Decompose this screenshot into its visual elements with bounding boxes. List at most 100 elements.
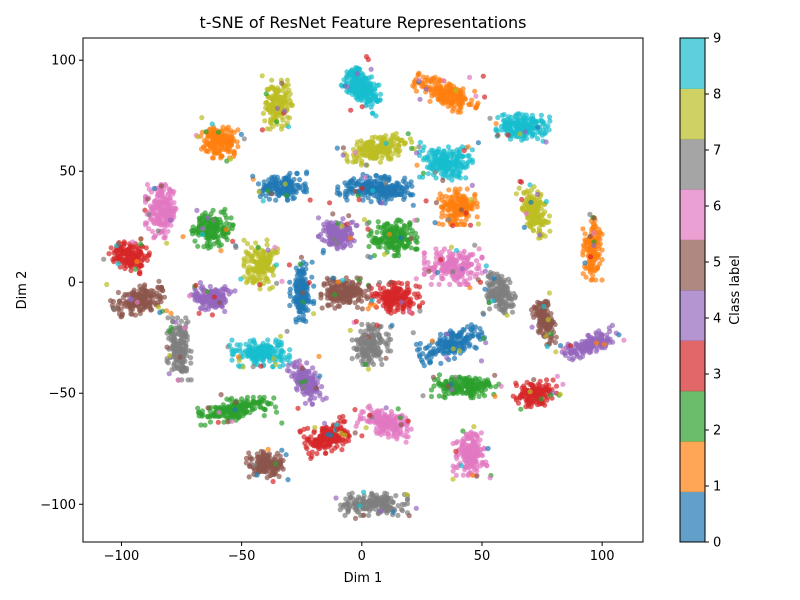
scatter-point <box>506 120 512 126</box>
scatter-point <box>260 110 266 116</box>
scatter-point <box>261 179 267 185</box>
scatter-point <box>129 239 136 245</box>
scatter-point <box>467 74 473 80</box>
scatter-point <box>367 412 373 418</box>
scatter-point <box>241 136 247 142</box>
scatter-point <box>284 77 290 83</box>
scatter-point <box>294 170 300 177</box>
scatter-point <box>431 383 437 389</box>
scatter-point <box>372 240 378 246</box>
scatter-point <box>440 177 446 183</box>
scatter-point <box>220 230 226 236</box>
scatter-point <box>450 468 456 474</box>
scatter-point <box>445 217 452 223</box>
scatter-point <box>398 235 404 241</box>
scatter-point <box>394 147 400 153</box>
scatter-point <box>435 381 441 387</box>
scatter-point <box>379 423 386 430</box>
scatter-point <box>428 393 435 400</box>
scatter-point <box>524 124 530 130</box>
scatter-point <box>271 355 277 362</box>
scatter-point <box>190 231 196 237</box>
scatter-point <box>545 123 551 129</box>
scatter-point <box>505 132 511 138</box>
scatter-point <box>470 439 476 445</box>
scatter-point <box>450 476 456 482</box>
scatter-point <box>280 362 286 368</box>
scatter-point <box>543 139 549 145</box>
scatter-point <box>233 347 239 354</box>
scatter-point <box>387 280 394 286</box>
scatter-point <box>481 336 487 342</box>
scatter-point <box>366 243 372 250</box>
scatter-point <box>205 245 211 251</box>
scatter-point <box>264 237 270 243</box>
scatter-point <box>471 460 477 466</box>
scatter-point <box>225 147 232 153</box>
scatter-point <box>265 247 271 253</box>
scatter-point <box>472 242 478 248</box>
scatter-point <box>433 246 439 252</box>
scatter-point <box>301 189 307 195</box>
scatter-point <box>350 159 356 165</box>
cluster-class-9 <box>487 111 553 145</box>
scatter-point <box>268 119 274 126</box>
scatter-point <box>359 70 365 76</box>
scatter-point <box>229 395 235 401</box>
scatter-point <box>485 445 491 452</box>
scatter-point <box>450 346 456 352</box>
scatter-point <box>276 339 282 345</box>
scatter-point <box>286 262 292 268</box>
scatter-point <box>297 283 303 289</box>
scatter-point <box>405 131 411 137</box>
scatter-point <box>453 87 459 93</box>
scatter-point <box>142 207 148 213</box>
scatter-point <box>453 247 460 254</box>
scatter-point <box>272 404 279 410</box>
scatter-point <box>390 132 396 138</box>
scatter-point <box>287 302 293 309</box>
scatter-point <box>421 144 427 150</box>
scatter-point <box>306 279 312 286</box>
scatter-point <box>527 182 533 188</box>
scatter-point <box>227 156 234 162</box>
cluster-class-3 <box>365 276 426 316</box>
scatter-point <box>248 245 254 251</box>
scatter-point <box>528 199 534 205</box>
scatter-point <box>359 77 365 83</box>
scatter-point <box>399 281 405 287</box>
scatter-point <box>517 131 523 137</box>
scatter-point <box>542 218 548 224</box>
scatter-point <box>441 152 447 158</box>
scatter-point <box>466 153 472 159</box>
scatter-point <box>377 237 383 243</box>
scatter-point <box>274 105 280 111</box>
scatter-point <box>377 159 383 165</box>
scatter-point <box>369 88 375 94</box>
scatter-point <box>200 144 206 150</box>
scatter-point <box>450 216 456 222</box>
scatter-point <box>478 430 484 436</box>
scatter-point <box>206 141 212 147</box>
scatter-point <box>391 137 397 143</box>
scatter-point <box>416 346 423 352</box>
scatter-point <box>454 196 461 202</box>
scatter-point <box>409 183 415 189</box>
scatter-point <box>282 181 288 187</box>
scatter-point <box>480 453 486 459</box>
scatter-point <box>474 204 480 210</box>
scatter-point <box>427 98 433 104</box>
scatter-point <box>364 221 370 227</box>
scatter-point <box>409 139 415 145</box>
cluster-class-2 <box>189 206 239 254</box>
scatter-point <box>157 208 163 214</box>
scatter-point <box>279 80 285 86</box>
scatter-point <box>210 207 216 213</box>
scatter-point <box>340 145 346 151</box>
scatter-point <box>410 202 416 208</box>
scatter-point <box>364 143 370 149</box>
scatter-point <box>287 189 294 195</box>
scatter-point <box>413 276 419 282</box>
scatter-point <box>372 302 378 308</box>
scatter-point <box>408 192 414 198</box>
